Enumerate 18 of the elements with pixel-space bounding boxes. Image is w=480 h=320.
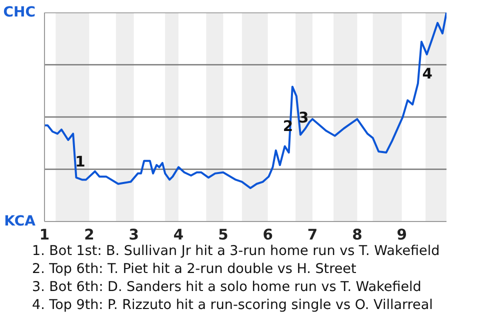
text: 1. Bot 1st: B. Sullivan Jr hit a 3-run home run vs T. Wakefield: [32, 243, 440, 259]
x-tick-label: 1: [39, 226, 50, 244]
x-tick-label: 6: [262, 226, 273, 244]
text: KCA: [4, 214, 36, 230]
text: CHC: [3, 4, 36, 20]
text: 3. Bot 6th: D. Sanders hit a solo home run vs T. Wakefield: [32, 279, 422, 295]
annotation: 3: [298, 110, 309, 126]
x-tick-label: 9: [396, 226, 407, 244]
x-tick-label: 4: [173, 226, 184, 244]
x-tick-label: 5: [218, 226, 228, 244]
annotation: 1: [75, 153, 86, 170]
text: 2. Top 6th: T. Piet hit a 2-run double vs H. Street: [32, 261, 356, 277]
x-tick-label: 3: [128, 226, 139, 244]
x-tick-label: 2: [84, 226, 94, 244]
text: 4. Top 9th: P. Rizzuto hit a run-scoring single vs O. Villarreal: [32, 297, 433, 313]
x-tick-label: 8: [352, 226, 362, 244]
x-tick-label: 7: [307, 226, 318, 244]
annotation: 4: [422, 66, 432, 83]
